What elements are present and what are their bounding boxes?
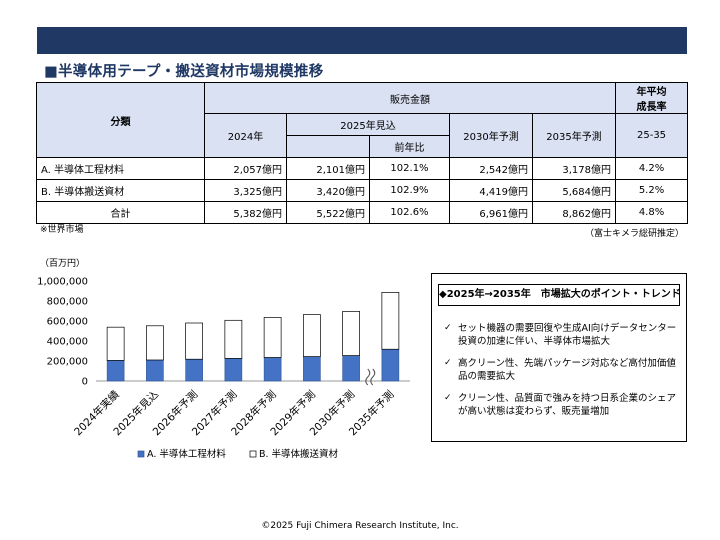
- y-axis-unit: （百万円）: [40, 258, 85, 269]
- bar-segment: [342, 311, 360, 356]
- check-icon: ✓: [444, 323, 452, 333]
- legend-label: A. 半導体工程材料: [147, 448, 226, 460]
- legend-label: B. 半導体搬送資材: [259, 448, 339, 460]
- bar-segment: [106, 326, 125, 361]
- axis-break-mark: [370, 368, 376, 386]
- header-2025: 2025年見込: [286, 113, 450, 136]
- y-tick-label: 600,000: [47, 317, 88, 328]
- bar-segment: [381, 292, 400, 350]
- trend-text: 高クリーン性、先端パッケージ対応など高付加価値品の需要拡大: [458, 358, 676, 382]
- header-2024: 2024年: [204, 113, 287, 158]
- y-tick-label: 200,000: [47, 357, 88, 368]
- list-item: ✓ セット機器の需要回復や生成AI向けデータセンター投資の加速に伴い、半導体市場拡…: [444, 322, 678, 348]
- table-row: B. 半導体搬送資材 3,325億円 3,420億円 102.9% 4,419億…: [36, 179, 689, 202]
- bar-segment: [381, 348, 400, 382]
- header-2035: 2035年予測: [531, 113, 617, 158]
- cell-cagr: 4.8%: [615, 201, 689, 224]
- y-tick-label: 800,000: [47, 297, 88, 308]
- y-tick-label: 400,000: [47, 337, 88, 348]
- trend-text: セット機器の需要回復や生成AI向けデータセンター投資の加速に伴い、半導体市場拡大: [458, 323, 677, 347]
- bar-segment: [263, 357, 282, 382]
- list-item: ✓ クリーン性、品質面で強みを持つ日系企業のシェアが高い状態は変わらず、販売量増加: [444, 392, 678, 418]
- bar-segment: [303, 314, 321, 357]
- header-cagr: 年平均 成長率: [615, 82, 689, 114]
- header-2025-spacer: [286, 135, 370, 158]
- trend-title: ◆2025年→2035年 市場拡大のポイント・トレンド: [438, 284, 681, 306]
- bar-segment: [263, 317, 282, 358]
- legend-swatch: [137, 450, 145, 458]
- header-cagr-line1: 年平均: [636, 87, 667, 98]
- trend-text: クリーン性、品質面で強みを持つ日系企業のシェアが高い状態は変わらず、販売量増加: [458, 393, 677, 417]
- bar-segment: [342, 355, 360, 382]
- bar-segment: [224, 358, 243, 382]
- bar-segment: [185, 358, 203, 382]
- header-category: 分類: [36, 82, 205, 158]
- header-yoy: 前年比: [369, 135, 450, 158]
- legend-swatch: [249, 450, 257, 458]
- bar-segment: [106, 360, 125, 382]
- bar-segment: [224, 319, 243, 359]
- header-bar: [37, 27, 687, 54]
- table-row: A. 半導体工程材料 2,057億円 2,101億円 102.1% 2,542億…: [36, 157, 689, 180]
- cell-2030: 6,961億円: [449, 201, 533, 224]
- table-row-total: 合計 5,382億円 5,522億円 102.6% 6,961億円 8,862億…: [36, 201, 689, 224]
- bar-segment: [146, 325, 164, 361]
- list-item: ✓ 高クリーン性、先端パッケージ対応など高付加価値品の需要拡大: [444, 357, 678, 383]
- world-market-note: ※世界市場: [40, 225, 84, 235]
- trend-list: ✓ セット機器の需要回復や生成AI向けデータセンター投資の加速に伴い、半導体市場拡…: [444, 322, 678, 418]
- bar-segment: [185, 322, 203, 360]
- trend-box: ◆2025年→2035年 市場拡大のポイント・トレンド ✓ セット機器の需要回復や…: [431, 273, 687, 442]
- check-icon: ✓: [444, 358, 452, 368]
- cell-yoy: 102.6%: [369, 201, 450, 224]
- copyright: ©2025 Fuji Chimera Research Institute, I…: [261, 521, 459, 531]
- check-icon: ✓: [444, 393, 452, 403]
- source-note: （富士キメラ総研推定）: [585, 229, 685, 239]
- header-cagr-line2: 成長率: [636, 102, 667, 113]
- axis-break-mark: [365, 368, 371, 386]
- bar-segment: [146, 359, 164, 382]
- cell-2035: 8,862億円: [531, 201, 617, 224]
- y-tick-label: 0: [82, 377, 88, 388]
- market-table: 分類 販売金額 年平均 成長率 2024年 2025年見込 2030年予測 203…: [36, 82, 689, 224]
- y-tick-label: 1,000,000: [37, 277, 88, 288]
- bar-segment: [303, 356, 321, 382]
